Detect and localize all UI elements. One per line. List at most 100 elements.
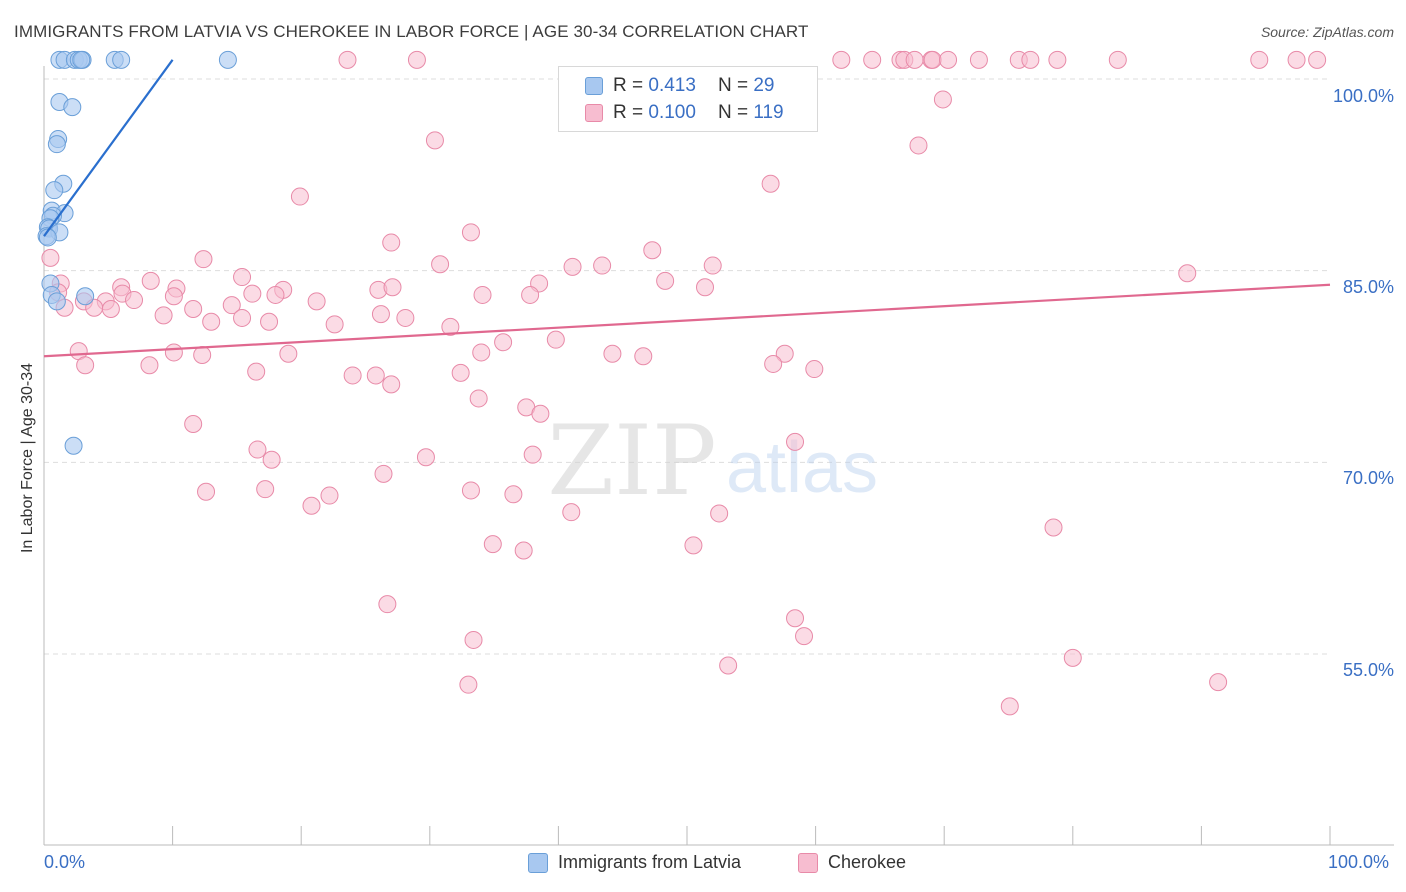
cherokee-point [523, 445, 542, 464]
cherokee-point [425, 131, 444, 150]
cherokee-point [1250, 50, 1269, 69]
latvia-swatch [585, 77, 603, 95]
cherokee-point [786, 609, 805, 628]
cherokee-point [786, 432, 805, 451]
cherokee-point [76, 356, 95, 375]
latvia-legend-swatch [528, 852, 548, 873]
cherokee-r-value: 0.100 [648, 102, 696, 123]
x-tick-label-max: 100.0% [1328, 852, 1390, 872]
cherokee-point [1178, 264, 1197, 283]
cherokee-point [805, 360, 824, 379]
cherokee-point [521, 285, 540, 304]
cherokee-point [832, 50, 851, 69]
cherokee-point [593, 256, 612, 275]
cherokee-legend-swatch [798, 852, 818, 873]
cherokee-point [775, 344, 794, 363]
cherokee-point [233, 268, 252, 287]
cherokee-point [909, 136, 928, 155]
y-tick-label-70: 70.0% [1342, 468, 1394, 488]
cherokee-point [923, 50, 942, 69]
cherokee-point [1044, 518, 1063, 537]
chart-title: IMMIGRANTS FROM LATVIA VS CHEROKEE IN LA… [14, 22, 809, 41]
cherokee-point [125, 291, 144, 310]
latvia-point [72, 50, 91, 69]
cherokee-point [396, 308, 415, 327]
cherokee-point [634, 347, 653, 366]
cherokee-point [603, 344, 622, 363]
cherokee-point [382, 233, 401, 252]
cherokee-point [451, 363, 470, 382]
source-attribution: Source: ZipAtlas.com [1260, 24, 1394, 40]
cherokee-point [243, 284, 262, 303]
cherokee-point [1308, 50, 1327, 69]
y-tick-label-100: 100.0% [1332, 86, 1394, 106]
cherokee-point [461, 223, 480, 242]
cherokee-point [247, 362, 266, 381]
cherokee-point [795, 627, 814, 646]
latvia-point [76, 287, 95, 306]
cherokee-point [710, 504, 729, 523]
cherokee-point [1209, 673, 1228, 692]
cherokee-point [459, 675, 478, 694]
cherokee-point [1063, 648, 1082, 667]
cherokee-point [407, 50, 426, 69]
cherokee-point [933, 90, 952, 109]
stats-row-cherokee: R = 0.100 N = 119 [585, 99, 784, 127]
latvia-trend-line [43, 59, 174, 237]
y-tick-label-55: 55.0% [1342, 660, 1394, 680]
cherokee-point [703, 256, 722, 275]
cherokee-point [643, 241, 662, 260]
cherokee-n-value: 119 [753, 102, 784, 123]
grid-lines [44, 78, 1330, 655]
latvia-point [63, 98, 82, 117]
n-label: N = [717, 75, 749, 96]
cherokee-point [531, 404, 550, 423]
latvia-point [38, 228, 57, 247]
cherokee-point [656, 271, 675, 290]
legend-item-latvia[interactable]: Immigrants from Latvia [528, 852, 741, 873]
watermark-zip: ZIP [547, 405, 716, 517]
cherokee-point [307, 292, 326, 311]
legend-item-cherokee[interactable]: Cherokee [798, 852, 906, 873]
cherokee-point [343, 366, 362, 385]
cherokee-point [233, 308, 252, 327]
cherokee-point [696, 278, 715, 297]
cherokee-points [41, 50, 1327, 716]
cherokee-point [140, 356, 159, 375]
latvia-point [45, 181, 64, 200]
latvia-n-value: 29 [753, 75, 775, 96]
cherokee-point [1000, 697, 1019, 716]
series-legend: Immigrants from Latvia Cherokee [0, 852, 1406, 878]
latvia-point [47, 292, 66, 311]
watermark: ZIP atlas [547, 405, 878, 517]
stats-legend: R = 0.413 N = 29 R = 0.100 N = 119 [558, 66, 818, 132]
cherokee-point [366, 366, 385, 385]
cherokee-point [154, 306, 173, 325]
cherokee-point [431, 255, 450, 274]
cherokee-point [464, 630, 483, 649]
cherokee-point [719, 656, 738, 675]
trend-lines [43, 59, 1331, 358]
latvia-point [112, 50, 131, 69]
cherokee-point [1287, 50, 1306, 69]
cherokee-point [684, 536, 703, 555]
cherokee-point [969, 50, 988, 69]
cherokee-point [905, 50, 924, 69]
cherokee-point [184, 415, 203, 433]
latvia-points [37, 50, 237, 455]
r-label: R = [613, 75, 644, 96]
cherokee-point [863, 50, 882, 69]
cherokee-point [562, 503, 581, 522]
cherokee-point [338, 50, 357, 69]
cherokee-point [764, 354, 783, 373]
latvia-r-value: 0.413 [648, 75, 696, 96]
cherokee-point [41, 248, 60, 267]
latvia-point [64, 436, 83, 455]
cherokee-point [193, 346, 212, 364]
cherokee-point [279, 344, 298, 363]
cherokee-point [761, 174, 780, 193]
cherokee-point [260, 312, 279, 331]
cherokee-point [563, 257, 582, 276]
cherokee-point [256, 480, 275, 499]
cherokee-point [1021, 50, 1040, 69]
